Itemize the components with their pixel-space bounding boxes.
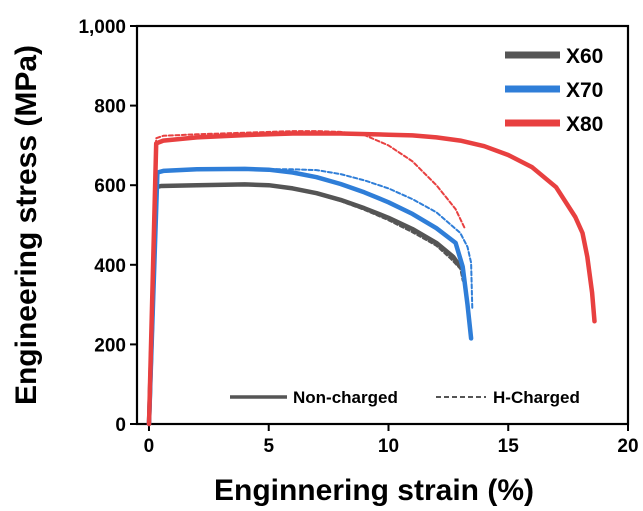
legend-label-x60: X60 [566, 45, 603, 68]
plot-area-frame [135, 24, 630, 426]
series-line-x70-solid [146, 166, 474, 427]
y-ticks: 0 200 400 600 800 1,000 [78, 17, 137, 436]
y-tick-label: 600 [94, 176, 126, 197]
series-line-x70-dashed [148, 167, 474, 425]
line-style-legend: Non-charged H-Charged [230, 388, 580, 407]
x-axis-title: Enginnering strain (%) [214, 474, 534, 507]
legend-h-charged-label: H-Charged [493, 388, 580, 407]
y-tick-label: 200 [94, 335, 126, 356]
y-axis-title: Engineering stress (MPa) [10, 45, 43, 405]
series-line-x60-dashed [148, 184, 464, 425]
x-tick-label: 20 [617, 436, 638, 457]
series-line-x80-solid [146, 131, 597, 427]
series-lines [146, 130, 597, 427]
series-line-x80-dashed [148, 130, 467, 425]
y-tick-label: 1,000 [78, 17, 126, 38]
legend-label-x70: X70 [566, 79, 603, 102]
y-tick-label: 800 [94, 97, 126, 118]
y-tick-label: 0 [115, 415, 126, 436]
legend-label-x80: X80 [566, 113, 603, 136]
x-tick-label: 15 [498, 436, 520, 457]
series-legend: X60 X70 X80 [505, 45, 603, 136]
x-tick-label: 5 [263, 436, 274, 457]
legend-non-charged-label: Non-charged [293, 388, 398, 407]
y-tick-label: 400 [94, 256, 126, 277]
x-tick-label: 0 [144, 436, 155, 457]
x-tick-label: 10 [378, 436, 399, 457]
x-ticks: 0 5 10 15 20 [144, 424, 639, 457]
